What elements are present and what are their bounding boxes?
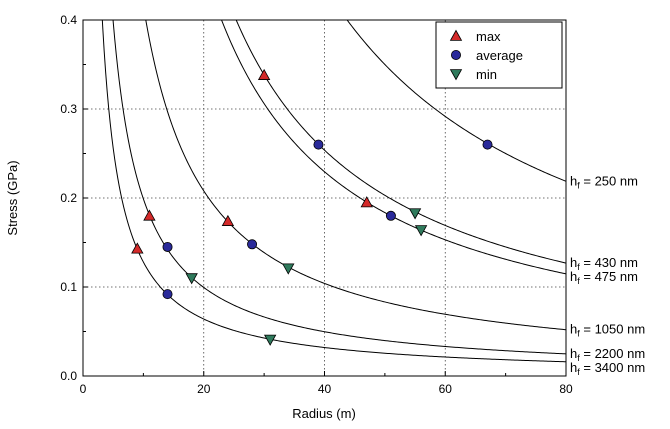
- fit-curve: [235, 20, 566, 264]
- y-tick-label: 0.1: [60, 280, 77, 294]
- y-tick-label: 0.2: [60, 191, 77, 205]
- legend-marker-min: [449, 69, 463, 81]
- max-point: [360, 196, 373, 208]
- average-point: [313, 139, 324, 150]
- curve-label: hf = 250 nm: [570, 173, 638, 190]
- curve-label: hf = 3400 nm: [570, 360, 645, 377]
- legend: max average min: [435, 21, 563, 89]
- average-point: [482, 139, 493, 150]
- y-tick-label: 0.0: [60, 369, 77, 383]
- legend-label-average: average: [476, 48, 523, 63]
- curve-label: hf = 430 nm: [570, 255, 638, 272]
- curve-label: hf = 2200 nm: [570, 346, 645, 363]
- curve-label: hf = 1050 nm: [570, 322, 645, 339]
- legend-label-min: min: [476, 67, 497, 82]
- fit-curve: [145, 20, 566, 331]
- x-tick-label: 60: [439, 382, 453, 396]
- min-point: [185, 273, 198, 285]
- grid-lines: [83, 20, 566, 376]
- min-point: [282, 263, 295, 275]
- min-point: [408, 208, 422, 220]
- average-point: [162, 241, 173, 252]
- max-point: [257, 68, 271, 80]
- average-point: [247, 239, 258, 250]
- y-tick-label: 0.4: [60, 13, 77, 27]
- data-points: [131, 68, 493, 346]
- average-point: [385, 210, 396, 221]
- y-tick-label: 0.3: [60, 102, 77, 116]
- x-tick-label: 20: [197, 382, 211, 396]
- y-axis-title: Stress (GPa): [5, 160, 20, 235]
- curve-label: hf = 475 nm: [570, 269, 638, 286]
- fit-curve: [221, 20, 566, 275]
- legend-label-max: max: [476, 29, 501, 44]
- average-point: [162, 289, 173, 300]
- x-tick-label: 40: [318, 382, 332, 396]
- axis-ticks: 0 20 40 60 80 0.0 0.1 0.2 0.3 0.4: [60, 13, 573, 396]
- x-tick-label: 0: [80, 382, 87, 396]
- min-point: [263, 334, 277, 346]
- legend-marker-max: [449, 29, 463, 41]
- legend-marker-average: [450, 50, 461, 61]
- x-axis-title: Radius (m): [292, 406, 356, 421]
- max-point: [221, 214, 235, 226]
- max-point: [131, 242, 144, 254]
- min-point: [414, 225, 428, 237]
- max-point: [143, 209, 156, 221]
- x-tick-label: 80: [559, 382, 573, 396]
